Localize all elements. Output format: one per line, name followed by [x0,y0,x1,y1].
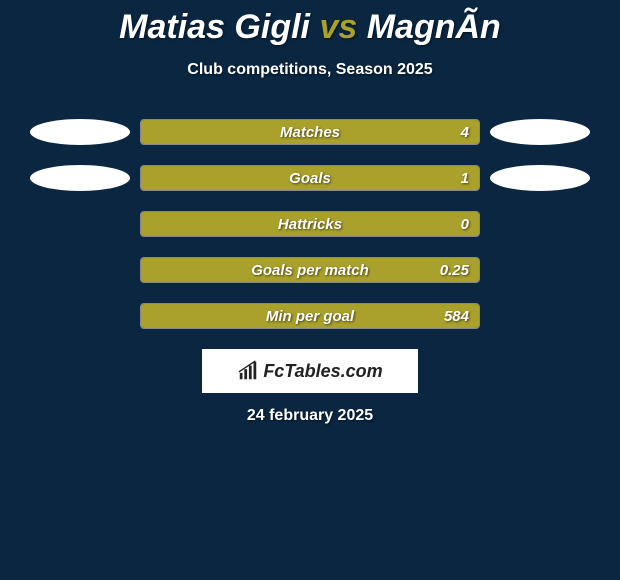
logo: FcTables.com [237,360,382,382]
date-text: 24 february 2025 [0,407,620,425]
stats-list: Matches4Goals1Hattricks0Goals per match0… [0,119,620,329]
stat-row: Min per goal584 [0,303,620,329]
subtitle: Club competitions, Season 2025 [0,61,620,79]
page-title: Matias Gigli vs MagnÃ­n [0,8,620,47]
vs-text: vs [319,8,357,46]
stat-bar: Hattricks0 [140,211,480,237]
stat-value: 1 [461,166,469,190]
right-oval [490,165,590,191]
player2-name: MagnÃ­n [367,8,501,46]
stat-row: Goals per match0.25 [0,257,620,283]
right-oval [490,119,590,145]
chart-icon [237,360,259,382]
stat-label: Hattricks [141,212,479,236]
stat-label: Goals [141,166,479,190]
stat-label: Goals per match [141,258,479,282]
left-oval [30,165,130,191]
stat-bar: Min per goal584 [140,303,480,329]
logo-box: FcTables.com [202,349,418,393]
stat-row: Matches4 [0,119,620,145]
player1-name: Matias Gigli [119,8,310,46]
stat-bar: Goals1 [140,165,480,191]
left-oval [30,119,130,145]
logo-label: FcTables.com [263,361,382,382]
stat-label: Matches [141,120,479,144]
comparison-card: Matias Gigli vs MagnÃ­n Club competition… [0,0,620,425]
stat-value: 584 [444,304,469,328]
stat-bar: Goals per match0.25 [140,257,480,283]
stat-value: 0 [461,212,469,236]
stat-row: Goals1 [0,165,620,191]
stat-bar: Matches4 [140,119,480,145]
stat-row: Hattricks0 [0,211,620,237]
stat-label: Min per goal [141,304,479,328]
stat-value: 4 [461,120,469,144]
stat-value: 0.25 [440,258,469,282]
